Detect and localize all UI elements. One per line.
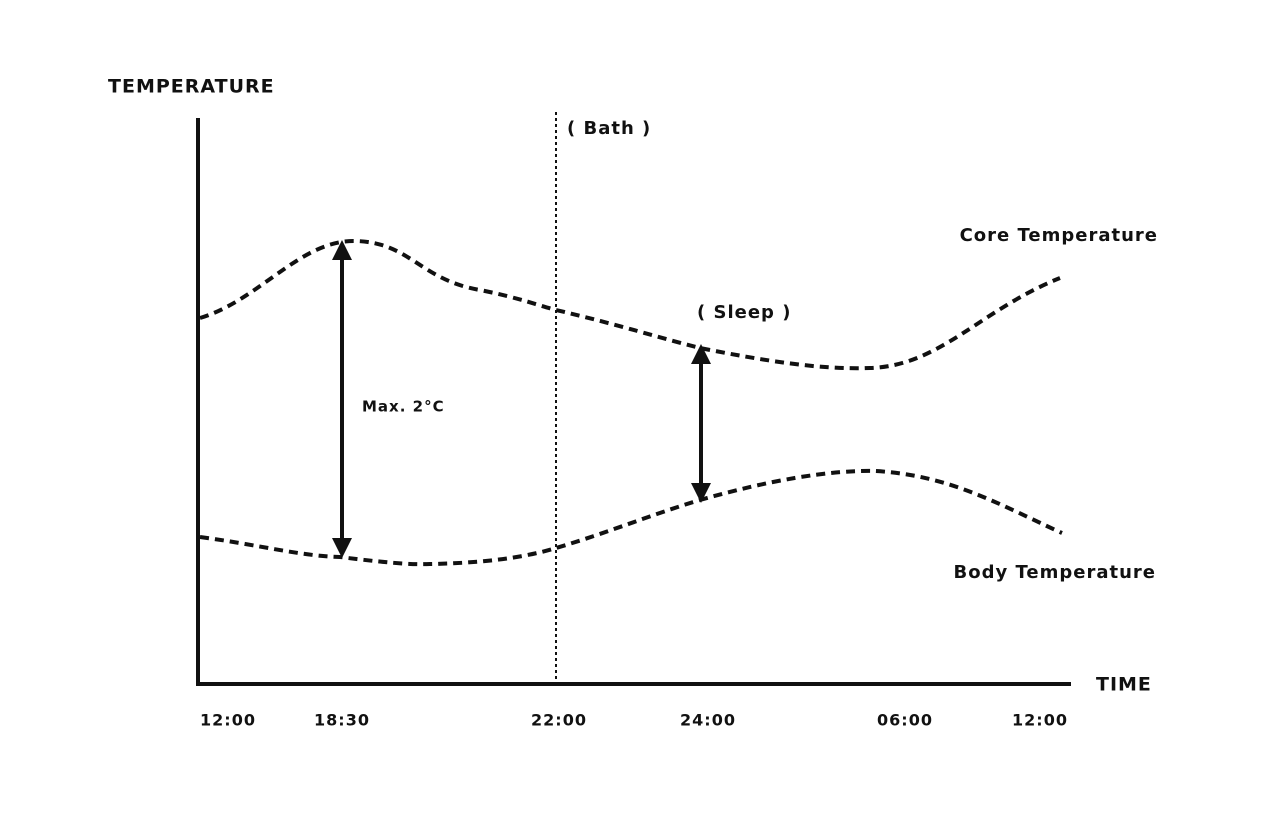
core-temperature-curve — [199, 238, 1061, 371]
sleep-annotation: ( Sleep ) — [697, 302, 791, 323]
x-tick-label: 24:00 — [680, 711, 736, 730]
x-tick-label: 12:00 — [200, 711, 256, 730]
max-difference-annotation: Max. 2°C — [362, 398, 445, 416]
body-curve-label: Body Temperature — [954, 562, 1156, 583]
x-tick-label: 06:00 — [877, 711, 933, 730]
x-tick-label: 18:30 — [314, 711, 370, 730]
core-curve-label: Core Temperature — [960, 225, 1158, 246]
x-tick-label: 22:00 — [531, 711, 587, 730]
y-axis-label: TEMPERATURE — [108, 76, 275, 98]
x-axis-label: TIME — [1096, 674, 1152, 696]
bath-annotation: ( Bath ) — [567, 118, 651, 139]
body-temperature-curve — [199, 468, 1063, 567]
x-tick-label: 12:00 — [1012, 711, 1068, 730]
